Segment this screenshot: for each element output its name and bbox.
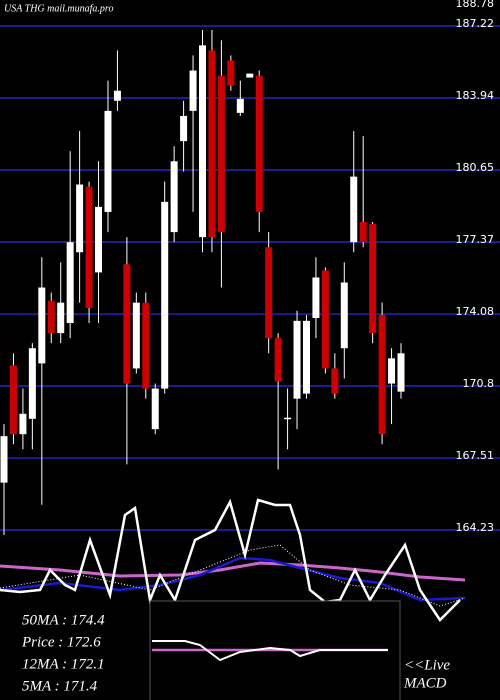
candle-body — [255, 75, 263, 212]
candle-body — [265, 247, 273, 339]
candle-body — [236, 98, 244, 113]
candle-body — [123, 264, 131, 384]
chart-title: USA THG mail.munafa.pro — [4, 3, 113, 14]
candle-body — [189, 70, 197, 111]
candle-body — [340, 282, 348, 349]
candle-body — [142, 302, 150, 389]
y-tick-label: 187.22 — [456, 17, 495, 30]
candle-body — [397, 353, 405, 392]
candle-body — [378, 314, 386, 435]
live-label: <<Live — [404, 657, 450, 673]
candle-body — [227, 60, 235, 86]
y-tick-label: 188.78 — [456, 0, 495, 10]
candle-body — [331, 368, 339, 394]
pink-average — [0, 561, 466, 582]
candle-body — [85, 186, 93, 308]
y-tick-label: 174.08 — [456, 305, 495, 318]
candle-body — [0, 436, 8, 483]
candle-body — [57, 302, 65, 334]
candle-body — [47, 300, 55, 334]
stat-label: 12MA : 172.1 — [22, 656, 105, 672]
grid: 188.78 187.22 183.94 180.65 177.37 174.08 170.… — [0, 0, 500, 534]
stat-label: Price : 172.6 — [21, 634, 101, 650]
white-oscillator — [0, 498, 461, 622]
candle-body — [104, 110, 112, 212]
stats: 50MA : 174.4 Price : 172.6 12MA : 172.1 5MA… — [21, 612, 105, 694]
y-tick-label: 183.94 — [456, 89, 495, 102]
stat-label: 5MA : 171.4 — [22, 678, 98, 694]
candle-body — [28, 348, 36, 419]
candle-body — [132, 302, 140, 369]
candle-body — [76, 184, 84, 253]
candle-body — [246, 73, 254, 78]
candle-body — [293, 320, 301, 399]
indicator-panel — [0, 498, 466, 622]
macd-line — [152, 640, 388, 662]
indicator-label: MACD — [403, 675, 447, 691]
candle-body — [321, 270, 329, 369]
candle-body — [312, 277, 320, 319]
candle-body — [302, 320, 310, 394]
stat-label: 50MA : 174.4 — [22, 612, 105, 628]
y-tick-label: 164.23 — [456, 521, 495, 534]
candle-body — [274, 338, 282, 382]
candle-body — [95, 206, 103, 273]
candle-body — [180, 115, 188, 142]
candle-body — [9, 365, 17, 435]
candle-body — [199, 45, 206, 238]
candle-body — [66, 242, 74, 324]
y-tick-label: 180.65 — [456, 161, 495, 174]
candle-body — [217, 75, 225, 233]
y-tick-label: 167.51 — [456, 449, 495, 462]
candle-body — [19, 413, 27, 435]
candle-body — [208, 50, 216, 238]
candle-body — [113, 90, 121, 101]
candle-body — [170, 161, 178, 233]
y-tick-label: 177.37 — [456, 233, 495, 246]
candle-body — [284, 417, 292, 420]
candle-body — [359, 222, 367, 243]
candle-body — [161, 201, 169, 389]
candle-body — [369, 223, 377, 334]
y-tick-label: 170.8 — [463, 377, 495, 390]
candle-body — [388, 358, 396, 384]
candle-body — [151, 388, 159, 430]
candle-body — [38, 287, 46, 364]
candles — [0, 30, 405, 535]
candle-body — [350, 176, 358, 243]
